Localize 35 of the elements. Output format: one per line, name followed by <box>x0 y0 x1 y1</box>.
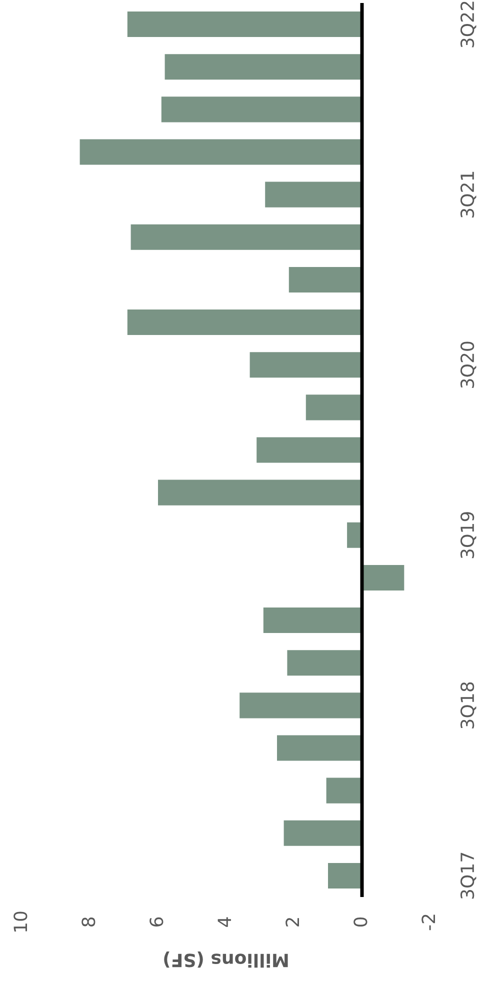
bar <box>250 352 362 378</box>
x-tick-label: 0 <box>354 917 368 927</box>
bar <box>277 735 362 761</box>
bar <box>288 266 362 292</box>
x-tick-label: 2 <box>286 918 299 926</box>
y-tick-label: 3Q17 <box>460 852 476 899</box>
bar <box>263 608 362 634</box>
bar <box>158 480 362 506</box>
y-tick-label: 3Q21 <box>460 172 476 218</box>
y-tick-label: 3Q18 <box>460 682 476 728</box>
y-tick-label: 3Q22 <box>460 2 476 48</box>
y-tick-label: 3Q19 <box>460 512 476 558</box>
bar <box>265 182 362 208</box>
x-tick-label: 8 <box>82 917 96 927</box>
y-tick-label: 3Q20 <box>460 342 476 388</box>
bar <box>306 394 362 420</box>
bar <box>328 862 362 888</box>
bar <box>256 437 362 463</box>
x-tick-label: -2 <box>422 914 435 930</box>
bar <box>80 139 362 165</box>
x-tick-label: 6 <box>150 917 164 926</box>
bar <box>127 310 362 336</box>
x-tick-label: 4 <box>218 917 231 927</box>
bar <box>164 54 362 80</box>
bar <box>287 650 362 676</box>
x-axis-title: Millions (SF) <box>164 952 288 968</box>
bar <box>362 564 404 590</box>
bar <box>127 12 362 38</box>
bar <box>240 692 362 718</box>
bar <box>161 96 362 122</box>
x-tick-label: 10 <box>14 912 28 932</box>
bar <box>326 778 362 804</box>
bar <box>284 820 362 846</box>
bar <box>347 522 362 548</box>
bar <box>130 224 362 250</box>
